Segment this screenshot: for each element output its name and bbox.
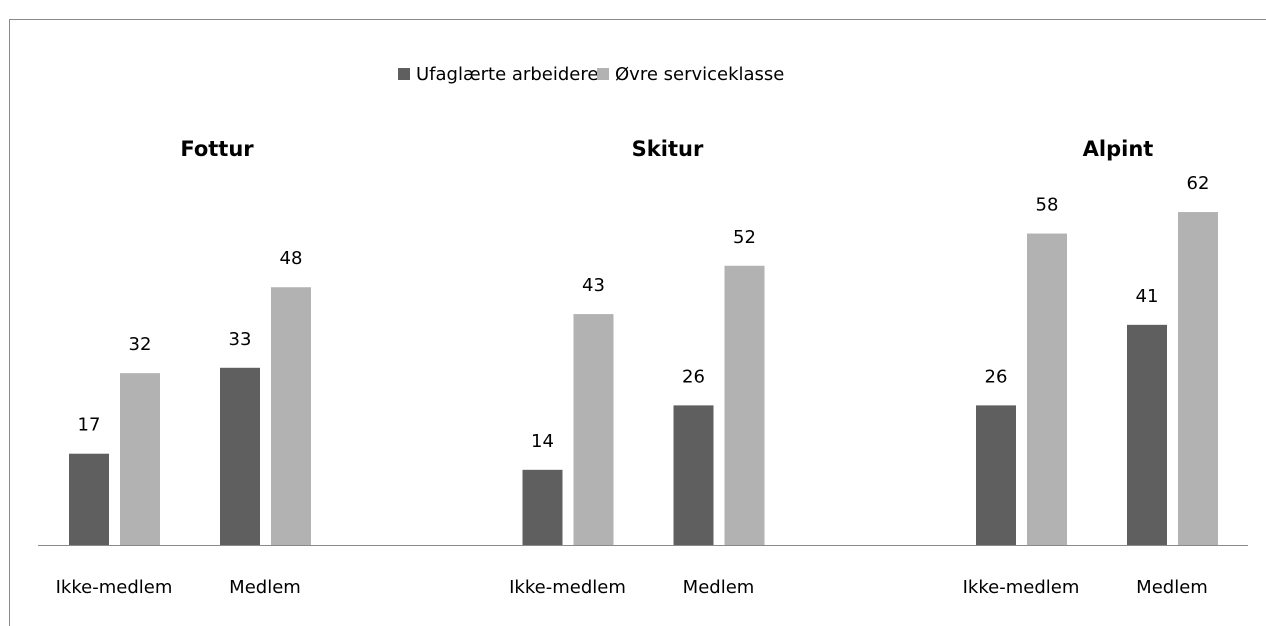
- bar: [522, 469, 563, 545]
- x-tick-label: Medlem: [1136, 577, 1208, 598]
- data-label: 52: [733, 227, 756, 248]
- data-label: 32: [129, 334, 152, 355]
- legend-label: Ufaglærte arbeidere: [416, 64, 598, 85]
- x-tick-label: Ikke-medlem: [963, 577, 1080, 598]
- group-title: Skitur: [632, 137, 704, 161]
- x-tick-label: Medlem: [683, 577, 755, 598]
- data-label: 58: [1036, 195, 1059, 216]
- data-label: 48: [280, 248, 303, 269]
- data-label: 41: [1136, 286, 1159, 307]
- bar: [673, 405, 714, 545]
- bar: [1127, 324, 1167, 545]
- data-label: 26: [985, 366, 1008, 387]
- data-label: 17: [78, 415, 101, 436]
- data-label: 43: [582, 275, 605, 296]
- bar: [976, 405, 1016, 545]
- legend-swatch: [597, 68, 609, 80]
- data-label: 62: [1187, 173, 1210, 194]
- legend-label: Øvre serviceklasse: [615, 64, 784, 85]
- bar: [271, 287, 311, 545]
- bar: [69, 453, 109, 545]
- legend-swatch: [398, 68, 410, 80]
- data-label: 26: [682, 366, 705, 387]
- x-tick-label: Medlem: [229, 577, 301, 598]
- x-tick-label: Ikke-medlem: [509, 577, 626, 598]
- bar: [120, 373, 160, 545]
- bar: [724, 265, 765, 545]
- bar: [573, 314, 614, 545]
- bar: [220, 367, 260, 545]
- bar: [1178, 212, 1218, 545]
- group-title: Fottur: [180, 137, 254, 161]
- data-label: 14: [531, 431, 554, 452]
- data-label: 33: [229, 329, 252, 350]
- x-tick-label: Ikke-medlem: [56, 577, 173, 598]
- group-title: Alpint: [1083, 137, 1154, 161]
- bar: [1027, 233, 1067, 546]
